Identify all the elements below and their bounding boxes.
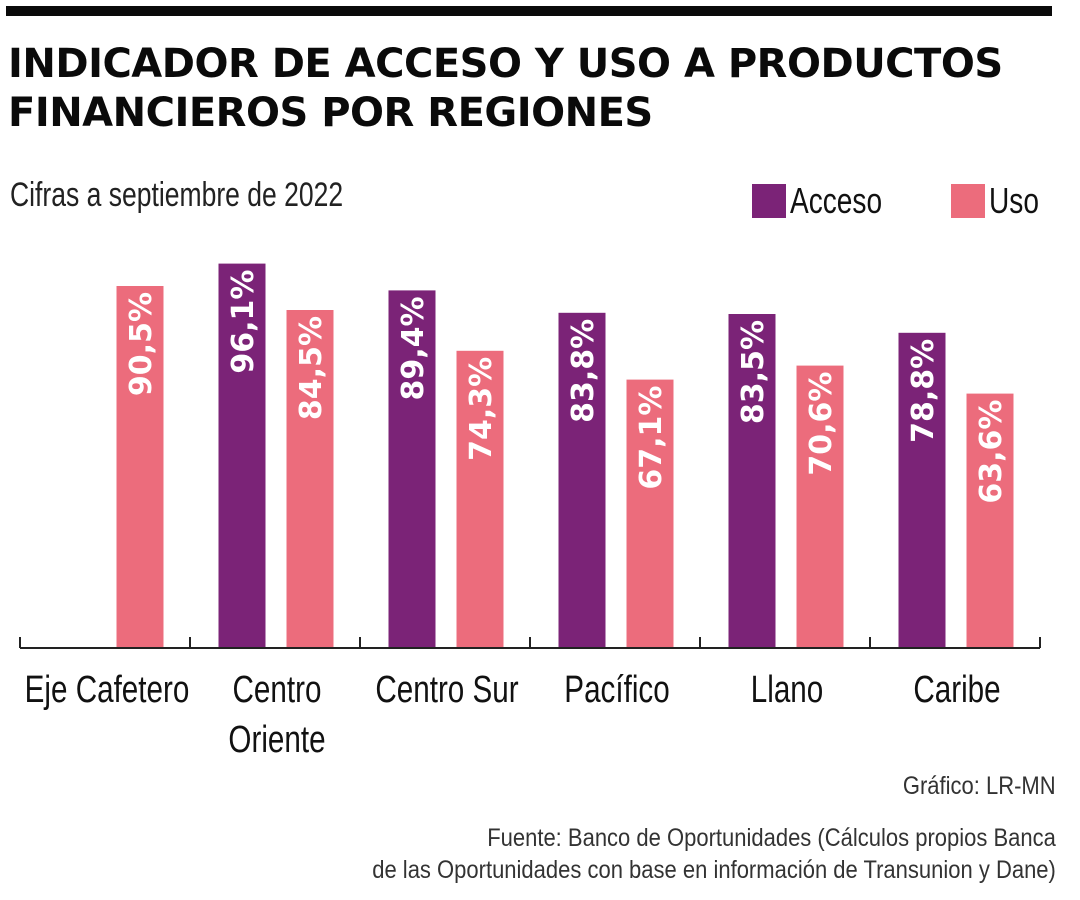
bar-value-label-acceso-1: 96,1% [226, 270, 261, 374]
bar-value-label-uso-0: 90,5% [124, 292, 159, 396]
x-tick-label-2: Centro Sur [375, 669, 518, 711]
bar-uso-5 [966, 393, 1014, 648]
bar-value-label-acceso-4: 83,5% [736, 320, 771, 424]
legend-item-uso: Uso [951, 180, 1053, 222]
bar-acceso-4 [728, 314, 776, 648]
x-tick-label-3: Pacífico [564, 669, 669, 711]
bar-uso-4 [796, 365, 844, 648]
bar-value-label-acceso-2: 89,4% [396, 296, 431, 400]
bar-value-label-uso-5: 63,6% [974, 400, 1009, 504]
x-tick-label-1-line-1: Oriente [228, 719, 325, 760]
legend-label-uso: Uso [989, 180, 1039, 221]
chart-source: Fuente: Banco de Oportunidades (Cálculos… [372, 822, 1056, 886]
bar-value-label-uso-4: 70,6% [804, 372, 839, 476]
legend-label-acceso: Acceso [790, 180, 883, 221]
source-line-1: Fuente: Banco de Oportunidades (Cálculos… [487, 824, 1056, 852]
legend-item-acceso: Acceso [752, 180, 908, 222]
legend-swatch-acceso [752, 184, 786, 218]
top-rule [6, 6, 1052, 16]
x-tick-labels: Eje Cafetero Centro Oriente Centro Sur Pacíf… [25, 669, 1001, 760]
bar-acceso-2 [388, 290, 436, 648]
source-line-2: de las Oportunidades con base en informa… [372, 856, 1056, 884]
bar-value-label-acceso-5: 78,8% [906, 339, 941, 443]
chart-title-line-1: INDICADOR DE ACCESO Y USO A PRODUCTOS [8, 41, 1003, 87]
x-axis [19, 637, 1041, 649]
x-tick-label-1-line-0: Centro [233, 669, 322, 711]
bar-uso-1 [286, 310, 334, 648]
bar-acceso-5 [898, 332, 946, 648]
bar-uso-3 [626, 379, 674, 648]
x-tick-label-5: Caribe [913, 669, 1000, 711]
bar-value-label-acceso-3: 83,8% [566, 319, 601, 423]
legend-swatch-uso [951, 184, 985, 218]
bar-acceso-1 [218, 263, 266, 648]
bar-value-label-uso-1: 84,5% [294, 316, 329, 420]
bar-acceso-3 [558, 312, 606, 648]
chart-credit: Gráfico: LR-MN [903, 772, 1056, 800]
bar-chart: 90,5% 96,1% 84,5% 89,4% 74,3% 83,8% 67,1% 83,5%… [19, 263, 1041, 760]
bar-uso-2 [456, 350, 504, 648]
bar-value-label-uso-2: 74,3% [464, 357, 499, 461]
bar-value-label-uso-3: 67,1% [634, 386, 669, 490]
chart-title: INDICADOR DE ACCESO Y USO A PRODUCTOS FI… [8, 40, 1078, 138]
chart-subtitle: Cifras a septiembre de 2022 [10, 176, 344, 214]
chart-title-line-2: FINANCIEROS POR REGIONES [8, 90, 653, 136]
bar-uso-0 [116, 286, 164, 648]
x-tick-label-0: Eje Cafetero [25, 669, 190, 711]
x-tick-label-4: Llano [751, 669, 823, 711]
bars-group: 90,5% 96,1% 84,5% 89,4% 74,3% 83,8% 67,1% 83,5%… [116, 263, 1014, 648]
